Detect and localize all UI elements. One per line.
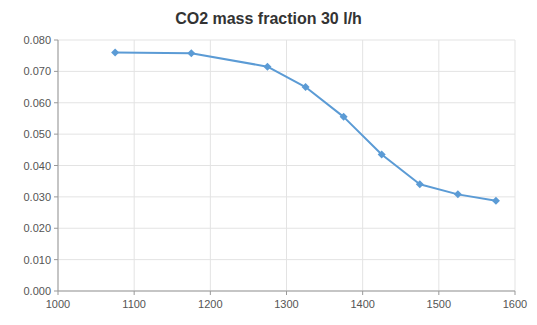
data-point xyxy=(378,151,386,159)
chart-svg: CO2 mass fraction 30 l/h0.0000.0100.0200… xyxy=(0,0,537,325)
y-tick-label: 0.060 xyxy=(23,97,51,109)
data-point xyxy=(416,180,424,188)
x-grid-line xyxy=(210,40,211,291)
background xyxy=(0,0,537,325)
data-point xyxy=(454,190,462,198)
y-tick-label: 0.020 xyxy=(23,222,51,234)
y-tick-label: 0.030 xyxy=(23,191,51,203)
chart-title: CO2 mass fraction 30 l/h xyxy=(175,10,362,27)
y-tick-label: 0.000 xyxy=(23,285,51,297)
data-line xyxy=(115,53,496,201)
y-tick xyxy=(54,40,58,41)
x-tick xyxy=(515,291,516,295)
data-point xyxy=(492,197,500,205)
y-tick-label: 0.070 xyxy=(23,65,51,77)
data-group xyxy=(111,49,500,205)
x-tick xyxy=(58,291,59,295)
x-tick xyxy=(362,291,363,295)
x-tick xyxy=(286,291,287,295)
x-tick-label: 1500 xyxy=(427,298,451,310)
data-point xyxy=(340,113,348,121)
x-grid-line xyxy=(58,40,59,291)
y-tick-label: 0.010 xyxy=(23,254,51,266)
y-tick-label: 0.080 xyxy=(23,34,51,46)
x-grid-line xyxy=(362,40,363,291)
data-point xyxy=(302,83,310,91)
x-tick-label: 1000 xyxy=(46,298,70,310)
y-tick xyxy=(54,259,58,260)
y-tick-label: 0.050 xyxy=(23,128,51,140)
y-tick-label: 0.040 xyxy=(23,160,51,172)
chart-container: CO2 mass fraction 30 l/h0.0000.0100.0200… xyxy=(0,0,537,325)
x-axis-line xyxy=(58,291,515,292)
data-point xyxy=(111,49,119,57)
x-tick xyxy=(134,291,135,295)
y-grid-line xyxy=(58,291,515,292)
y-tick xyxy=(54,134,58,135)
x-tick-label: 1400 xyxy=(350,298,374,310)
data-point xyxy=(187,49,195,57)
y-tick xyxy=(54,71,58,72)
x-grid-line xyxy=(134,40,135,291)
x-tick-label: 1600 xyxy=(503,298,527,310)
y-tick xyxy=(54,228,58,229)
grid xyxy=(58,40,515,291)
y-tick xyxy=(54,291,58,292)
x-tick-label: 1300 xyxy=(274,298,298,310)
x-tick xyxy=(438,291,439,295)
x-grid-line xyxy=(438,40,439,291)
x-tick-label: 1200 xyxy=(198,298,222,310)
y-tick xyxy=(54,102,58,103)
x-tick-label: 1100 xyxy=(122,298,146,310)
x-grid-line xyxy=(515,40,516,291)
data-point xyxy=(263,63,271,71)
axes: 0.000 0.010 0.020 0.030 0.040 0.050 0.060 0.070… xyxy=(23,34,527,310)
y-axis-line xyxy=(58,40,59,291)
y-tick xyxy=(54,165,58,166)
x-tick xyxy=(210,291,211,295)
y-tick xyxy=(54,196,58,197)
